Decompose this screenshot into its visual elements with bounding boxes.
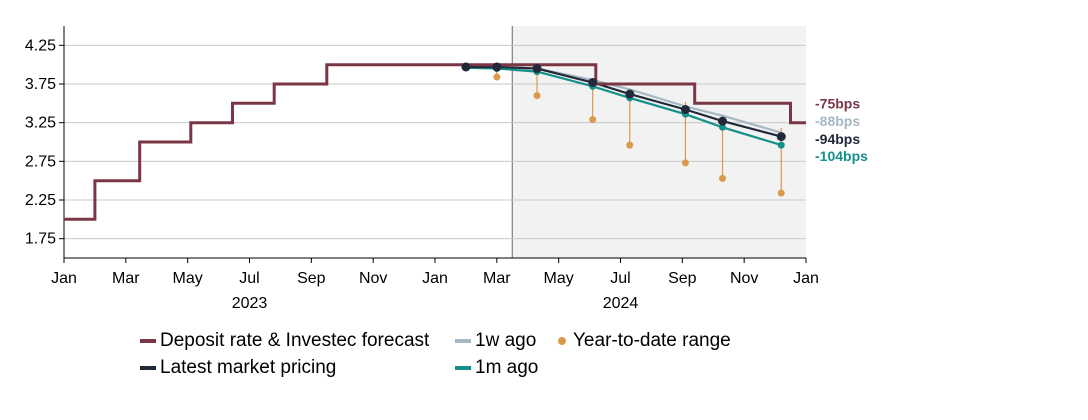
series-marker-2	[492, 62, 502, 72]
x-tick-label: Jul	[239, 270, 259, 287]
legend-ytd-swatch	[558, 337, 566, 345]
forecast-region	[512, 26, 806, 258]
x-tick-label: Jul	[610, 270, 630, 287]
series-marker-2	[588, 77, 598, 87]
series-marker-3	[719, 123, 727, 131]
y-tick-label: 1.75	[25, 231, 56, 248]
legend-1w-label: 1w ago	[475, 330, 537, 351]
legend-latest-swatch	[140, 366, 156, 370]
legend-latest: Latest market pricing	[140, 357, 336, 379]
x-tick-label: Jan	[793, 270, 819, 287]
ytd-range-dot	[626, 141, 634, 149]
legend-deposit-swatch	[140, 339, 156, 343]
series-marker-2	[625, 89, 635, 99]
ytd-range-dot	[777, 189, 785, 197]
x-tick-label: Mar	[483, 270, 511, 287]
year-label: 2023	[232, 295, 268, 312]
legend-1m-label: 1m ago	[475, 357, 539, 378]
y-tick-label: 3.75	[25, 76, 56, 93]
legend-1w: 1w ago	[455, 330, 536, 352]
series-marker-2	[718, 116, 728, 126]
series-marker-2	[680, 105, 690, 115]
legend-deposit-label: Deposit rate & Investec forecast	[160, 330, 430, 351]
legend-latest-label: Latest market pricing	[160, 357, 337, 378]
chart: 4.25 3.75 3.25 2.75 2.25 1.75 Jan Mar May Jul Sep N…	[25, 26, 868, 312]
gridlines	[64, 44, 806, 240]
legend-1m: 1m ago	[455, 357, 538, 379]
series-layer	[64, 62, 806, 221]
x-tick-label: Mar	[112, 270, 140, 287]
annotation-label: -88bps	[815, 113, 860, 129]
ytd-range-dot	[493, 73, 501, 81]
series-line-0	[64, 63, 806, 221]
y-tick-label: 4.25	[25, 37, 56, 54]
series-line-2	[465, 65, 782, 138]
ytd-range-dot	[533, 92, 541, 100]
x-tick-label: Nov	[730, 270, 758, 287]
series-line-3	[465, 66, 782, 147]
axes: 4.25 3.75 3.25 2.75 2.25 1.75 Jan Mar May Jul Sep N…	[25, 26, 819, 312]
legend-deposit: Deposit rate & Investec forecast	[140, 330, 429, 352]
annotation-label: -104bps	[815, 148, 868, 164]
x-tick-label: Nov	[359, 270, 387, 287]
x-tick-label: May	[544, 270, 574, 287]
legend-ytd: Year-to-date range	[556, 330, 731, 352]
y-tick-label: 2.25	[25, 192, 56, 209]
ytd-range-dot	[719, 174, 727, 182]
annotation-label: -94bps	[815, 131, 860, 147]
y-tick-label: 3.25	[25, 115, 56, 132]
annotations: -75bps -88bps -94bps-104bps	[815, 95, 868, 164]
series-marker-2	[776, 132, 786, 142]
legend-ytd-label: Year-to-date range	[573, 330, 731, 351]
legend-1w-swatch	[455, 339, 471, 343]
ytd-range-dot	[681, 159, 689, 167]
legend-1m-swatch	[455, 366, 471, 370]
forecast-shading-layer	[511, 26, 806, 258]
ytd-range-dot	[589, 116, 597, 124]
y-tick-label: 2.75	[25, 153, 56, 170]
year-label: 2024	[603, 295, 639, 312]
x-tick-label: Sep	[297, 270, 326, 287]
x-tick-label: May	[173, 270, 203, 287]
series-marker-2	[461, 62, 471, 72]
x-tick-label: Sep	[668, 270, 697, 287]
series-marker-3	[777, 141, 785, 149]
x-tick-label: Jan	[51, 270, 77, 287]
series-marker-2	[532, 64, 542, 74]
annotation-label: -75bps	[815, 95, 860, 111]
x-tick-label: Jan	[422, 270, 448, 287]
